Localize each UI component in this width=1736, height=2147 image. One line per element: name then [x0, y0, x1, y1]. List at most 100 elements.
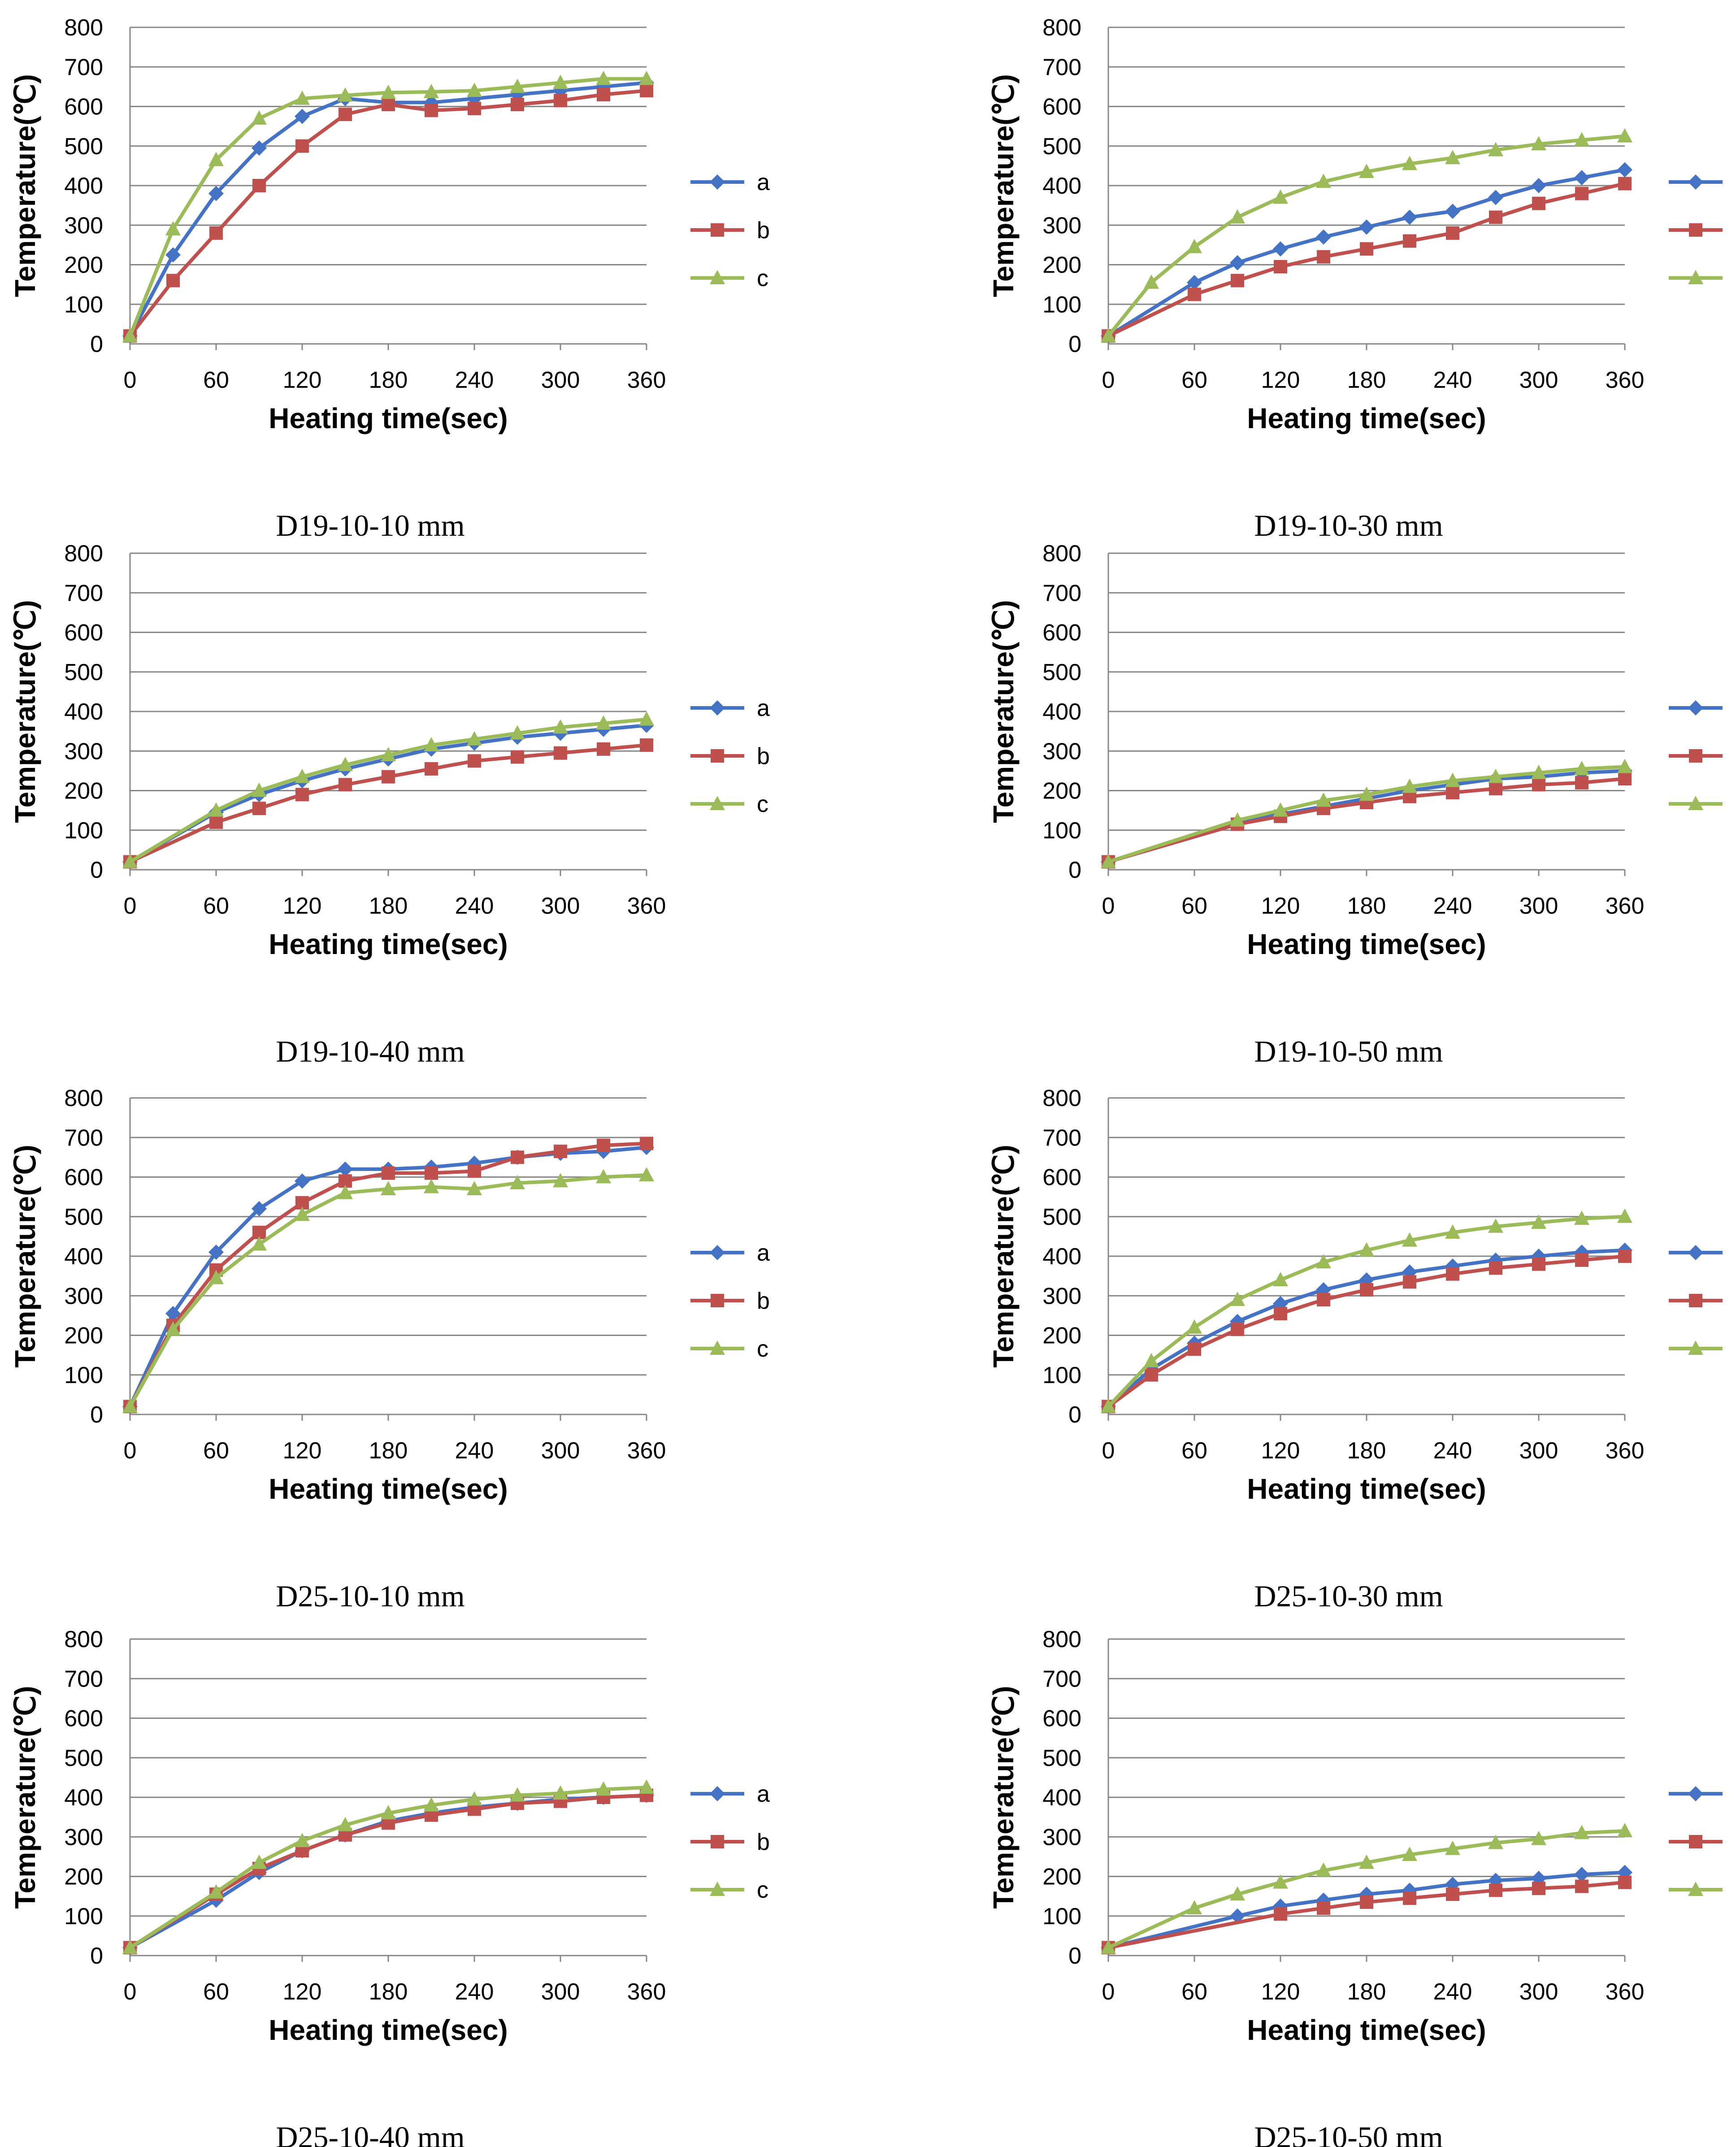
data-point	[467, 1791, 482, 1806]
data-point	[1532, 778, 1545, 792]
legend-marker	[1689, 223, 1702, 237]
y-tick-label: 200	[1042, 778, 1081, 804]
data-point	[1575, 1879, 1588, 1893]
y-tick-label: 800	[64, 1627, 103, 1653]
legend-marker	[710, 1245, 725, 1260]
y-tick-label: 300	[64, 1824, 103, 1850]
y-tick-label: 400	[1042, 1785, 1081, 1811]
x-axis-title: Heating time(sec)	[269, 2014, 508, 2046]
data-point	[1316, 1862, 1331, 1877]
data-point	[1359, 1242, 1374, 1257]
y-axis-title: Temperature(℃)	[987, 1145, 1020, 1367]
series-line	[1108, 1870, 1625, 1950]
legend-label: e	[1735, 1829, 1736, 1855]
data-point	[424, 1797, 439, 1812]
x-tick-label: 360	[1606, 367, 1645, 393]
data-point	[597, 742, 610, 756]
data-point	[510, 1175, 525, 1189]
x-tick-label: 180	[1347, 893, 1386, 919]
data-point	[467, 82, 482, 97]
x-axis-title: Heating time(sec)	[269, 402, 508, 434]
y-tick-label: 800	[1042, 15, 1081, 41]
data-point	[1402, 156, 1417, 170]
x-tick-label: 0	[124, 1438, 137, 1464]
x-tick-label: 240	[455, 1438, 494, 1464]
data-point	[1574, 760, 1589, 775]
data-point	[338, 87, 353, 102]
data-point	[1359, 219, 1374, 235]
data-point	[1101, 1939, 1116, 1954]
x-tick-label: 360	[627, 367, 666, 393]
data-point	[1488, 142, 1503, 156]
data-point	[1360, 1283, 1373, 1297]
data-point	[554, 746, 567, 760]
x-tick-label: 120	[1261, 367, 1300, 393]
chart-caption: D19-10-40 mm	[276, 1034, 464, 1068]
x-axis-title: Heating time(sec)	[1247, 402, 1486, 434]
data-point	[468, 101, 481, 115]
x-tick-label: 0	[1102, 893, 1115, 919]
data-point	[425, 1166, 438, 1180]
data-point	[1532, 1881, 1545, 1895]
legend-label: a	[1735, 695, 1736, 721]
x-tick-label: 60	[1181, 367, 1207, 393]
x-tick-label: 180	[1347, 1979, 1386, 2005]
y-tick-label: 500	[64, 659, 103, 685]
data-point	[1617, 759, 1632, 773]
x-tick-label: 60	[203, 893, 229, 919]
data-point	[1188, 287, 1201, 301]
data-point	[295, 768, 310, 783]
data-point	[425, 762, 438, 776]
data-point	[252, 110, 267, 125]
data-point	[1316, 1254, 1331, 1269]
y-tick-label: 700	[64, 580, 103, 606]
series-a	[1101, 1242, 1632, 1414]
data-point	[338, 1161, 353, 1177]
x-tick-label: 0	[1102, 1979, 1115, 2005]
data-point	[1488, 768, 1503, 783]
data-point	[553, 1785, 568, 1800]
data-point	[553, 74, 568, 89]
x-tick-label: 120	[1261, 893, 1300, 919]
legend-label: b	[757, 1829, 770, 1855]
x-tick-label: 180	[369, 893, 408, 919]
y-tick-label: 600	[64, 1165, 103, 1191]
data-point	[1360, 242, 1373, 256]
data-point	[208, 802, 224, 817]
y-tick-label: 400	[64, 1785, 103, 1811]
chart-8: 0 100 200 300 400 500 600 700 800 0 60 120 180 240 300…	[987, 1627, 1736, 2147]
y-tick-label: 500	[64, 1204, 103, 1230]
data-point	[1402, 209, 1417, 225]
x-axis-title: Heating time(sec)	[269, 1473, 508, 1505]
y-tick-label: 300	[64, 213, 103, 239]
legend-marker	[1688, 174, 1703, 190]
data-point	[1617, 1823, 1632, 1838]
series-c	[1101, 128, 1632, 343]
y-axis-title: Temperature(℃)	[9, 1686, 41, 1908]
data-point	[295, 1173, 310, 1189]
legend-label: b	[1735, 1781, 1736, 1807]
y-tick-label: 700	[1042, 580, 1081, 606]
legend-marker	[711, 1294, 724, 1307]
y-tick-label: 700	[1042, 1125, 1081, 1151]
x-tick-label: 240	[455, 367, 494, 393]
y-tick-label: 200	[64, 252, 103, 278]
data-point	[1445, 150, 1460, 165]
y-tick-label: 100	[64, 292, 103, 318]
y-tick-label: 500	[1042, 659, 1081, 685]
legend-marker	[710, 174, 725, 190]
data-point	[252, 782, 267, 797]
y-tick-label: 400	[1042, 173, 1081, 199]
data-point	[208, 1245, 224, 1260]
x-tick-label: 360	[1606, 1979, 1645, 2005]
legend-marker	[710, 270, 725, 284]
x-tick-label: 240	[1433, 1438, 1472, 1464]
data-point	[208, 1270, 224, 1284]
series-line	[128, 81, 647, 337]
series-line	[128, 1173, 647, 1408]
series-a	[1101, 763, 1632, 870]
y-tick-label: 0	[90, 1943, 103, 1969]
y-tick-label: 600	[64, 620, 103, 646]
legend-label: c	[1735, 1336, 1736, 1362]
x-tick-label: 300	[541, 1438, 580, 1464]
